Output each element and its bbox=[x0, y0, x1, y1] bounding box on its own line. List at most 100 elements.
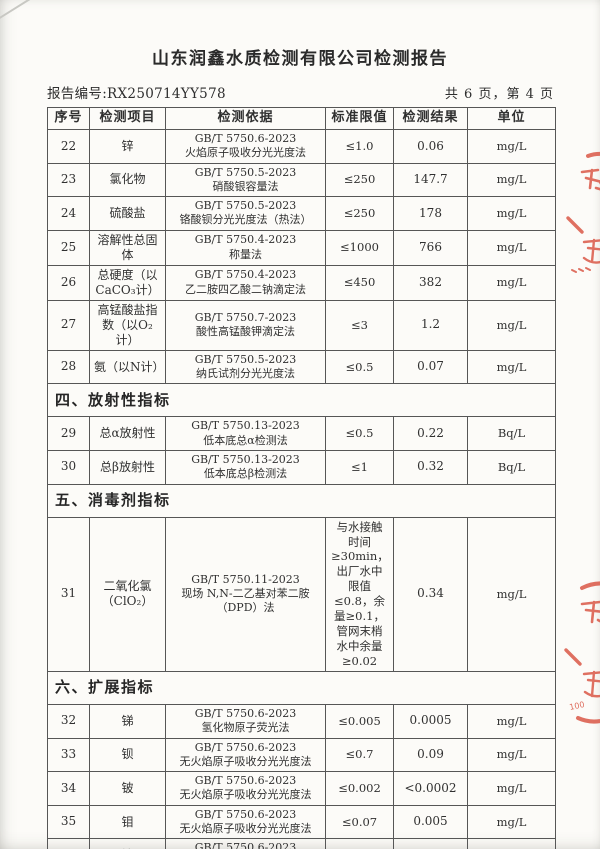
cell-limit: ≤1 bbox=[325, 449, 394, 485]
cell-basis: GB/T 5750.13-2023 低本底总β检测法 bbox=[165, 449, 326, 485]
results-table-header: 序号 检测项目 检测依据 标准限值 检测结果 单位 bbox=[47, 107, 556, 130]
cell-result: <0.005 bbox=[393, 838, 468, 849]
report-number: 报告编号:RX250714YY578 bbox=[47, 86, 226, 102]
cell-limit: ≤0.07 bbox=[325, 804, 394, 840]
header-row: 序号 检测项目 检测依据 标准限值 检测结果 单位 bbox=[47, 107, 556, 130]
cell-limit: ≤0.002 bbox=[325, 771, 394, 806]
cell-item: 硫酸盐 bbox=[89, 196, 166, 231]
cell-result: 147.7 bbox=[393, 162, 468, 198]
cell-result: 0.32 bbox=[393, 449, 468, 485]
cell-no: 28 bbox=[47, 349, 90, 385]
column-header-result: 检测结果 bbox=[393, 107, 468, 130]
table-row: 28 氨（以N计） GB/T 5750.5-2023 纳氏试剂分光光度法 ≤0.5 0.… bbox=[47, 349, 556, 385]
table-row: 27 高锰酸盐指数（以O₂计） GB/T 5750.7-2023 酸性高锰酸钾滴定法… bbox=[47, 299, 556, 351]
cell-item: 氨（以N计） bbox=[89, 349, 166, 385]
table-row: 26 总硬度（以CaCO₃计） GB/T 5750.4-2023 乙二胺四乙酸二钠滴… bbox=[47, 264, 556, 301]
cell-unit: mg/L bbox=[467, 299, 556, 351]
cell-item: 锑 bbox=[89, 703, 166, 739]
column-header-item: 检测项目 bbox=[89, 107, 166, 130]
cell-basis: GB/T 5750.4-2023 称量法 bbox=[165, 229, 326, 266]
cell-no: 29 bbox=[47, 416, 90, 451]
table-row: 23 氯化物 GB/T 5750.5-2023 硝酸银容量法 ≤250 147.7 mg/… bbox=[47, 162, 556, 198]
table-row: 31 二氧化氯（ClO₂） GB/T 5750.11-2023 现场 N,N-二乙基… bbox=[47, 516, 556, 672]
table-row: 29 总α放射性 GB/T 5750.13-2023 低本底总α检测法 ≤0.5 0.2… bbox=[47, 416, 556, 451]
cell-basis: GB/T 5750.6-2023 氢化物原子荧光法 bbox=[165, 703, 326, 739]
cell-no: 33 bbox=[47, 737, 90, 773]
cell-no: 23 bbox=[47, 162, 90, 198]
red-seal-fragment-bottom-icon: 100 bbox=[552, 576, 600, 726]
cell-item: 高锰酸盐指数（以O₂计） bbox=[89, 299, 166, 351]
cell-limit: ≤3 bbox=[325, 299, 394, 351]
cell-result: 0.07 bbox=[393, 349, 468, 385]
cell-basis: GB/T 5750.6-2023 无火焰原子吸收分光光度法 bbox=[165, 771, 326, 806]
cell-basis: GB/T 5750.6-2023 无火焰原子吸收分光光度法 bbox=[165, 737, 326, 773]
cell-basis: GB/T 5750.6-2023 无火焰原子吸收分光光度法 bbox=[165, 804, 326, 840]
page-title: 山东润鑫水质检测有限公司检测报告 bbox=[152, 49, 448, 69]
cell-result: 0.22 bbox=[393, 416, 468, 451]
section-title: 五、消毒剂指标 bbox=[47, 483, 556, 518]
cell-result: <0.0002 bbox=[393, 771, 468, 806]
cell-no: 26 bbox=[47, 264, 90, 301]
scan-artifact bbox=[0, 0, 32, 21]
section-title: 四、放射性指标 bbox=[47, 383, 556, 418]
cell-result: 766 bbox=[393, 229, 468, 266]
table-row: 35 钼 GB/T 5750.6-2023 无火焰原子吸收分光光度法 ≤0.07 0.0… bbox=[47, 804, 556, 840]
table-row: 36镍GB/T 5750.6-2023 无火焰原子吸收分光光度法≤0.02<0.… bbox=[47, 838, 556, 849]
table-row: 25 溶解性总固体 GB/T 5750.4-2023 称量法 ≤1000 766 mg/L bbox=[47, 229, 556, 266]
cell-unit: mg/L bbox=[467, 703, 556, 739]
cell-unit: mg/L bbox=[467, 264, 556, 301]
column-header-basis: 检测依据 bbox=[165, 107, 326, 130]
table-row: 34 铍 GB/T 5750.6-2023 无火焰原子吸收分光光度法 ≤0.002 <0… bbox=[47, 771, 556, 806]
cell-no: 25 bbox=[47, 229, 90, 266]
cell-result: 0.06 bbox=[393, 129, 468, 164]
cell-limit: ≤0.02 bbox=[325, 838, 394, 849]
cell-limit: ≤250 bbox=[325, 196, 394, 231]
cell-limit: ≤0.5 bbox=[325, 416, 394, 451]
cell-basis: GB/T 5750.6-2023 火焰原子吸收分光光度法 bbox=[165, 129, 326, 164]
cell-result: 0.09 bbox=[393, 737, 468, 773]
cell-result: 1.2 bbox=[393, 299, 468, 351]
cell-basis: GB/T 5750.5-2023 硝酸银容量法 bbox=[165, 162, 326, 198]
cell-limit: ≤0.7 bbox=[325, 737, 394, 773]
cell-unit: mg/L bbox=[467, 196, 556, 231]
cell-basis: GB/T 5750.6-2023 无火焰原子吸收分光光度法 bbox=[165, 838, 326, 849]
cell-unit: mg/L bbox=[467, 838, 556, 849]
results-table: 序号 检测项目 检测依据 标准限值 检测结果 单位 22 锌 GB/T 5750.6… bbox=[47, 107, 556, 849]
cell-result: 0.34 bbox=[393, 516, 468, 672]
cell-item: 镍 bbox=[89, 838, 166, 849]
cell-item: 氯化物 bbox=[89, 162, 166, 198]
table-row: 33 钡 GB/T 5750.6-2023 无火焰原子吸收分光光度法 ≤0.7 0.09… bbox=[47, 737, 556, 773]
cell-result: 178 bbox=[393, 196, 468, 231]
cell-unit: mg/L bbox=[467, 129, 556, 164]
cell-unit: mg/L bbox=[467, 516, 556, 672]
cell-unit: Bq/L bbox=[467, 416, 556, 451]
column-header-no: 序号 bbox=[47, 107, 90, 130]
results-table-body: 22 锌 GB/T 5750.6-2023 火焰原子吸收分光光度法 ≤1.0 0.06 m… bbox=[47, 129, 556, 849]
cell-unit: mg/L bbox=[467, 771, 556, 806]
cell-limit: ≤1000 bbox=[325, 229, 394, 266]
cell-result: 382 bbox=[393, 264, 468, 301]
table-row: 22 锌 GB/T 5750.6-2023 火焰原子吸收分光光度法 ≤1.0 0.06 m… bbox=[47, 129, 556, 164]
cell-no: 27 bbox=[47, 299, 90, 351]
cell-no: 34 bbox=[47, 771, 90, 806]
cell-limit: ≤450 bbox=[325, 264, 394, 301]
cell-unit: mg/L bbox=[467, 349, 556, 385]
cell-limit: ≤250 bbox=[325, 162, 394, 198]
page-count: 共 6 页，第 4 页 bbox=[444, 87, 554, 102]
cell-basis: GB/T 5750.4-2023 乙二胺四乙酸二钠滴定法 bbox=[165, 264, 326, 301]
cell-limit: ≤0.005 bbox=[325, 703, 394, 739]
cell-basis: GB/T 5750.13-2023 低本底总α检测法 bbox=[165, 416, 326, 451]
cell-no: 32 bbox=[47, 703, 90, 739]
cell-unit: mg/L bbox=[467, 229, 556, 266]
cell-result: 0.0005 bbox=[393, 703, 468, 739]
cell-limit: ≤0.5 bbox=[325, 349, 394, 385]
cell-item: 总β放射性 bbox=[89, 449, 166, 485]
cell-item: 溶解性总固体 bbox=[89, 229, 166, 266]
cell-no: 36 bbox=[47, 838, 90, 849]
cell-limit: ≤1.0 bbox=[325, 129, 394, 164]
cell-basis: GB/T 5750.11-2023 现场 N,N-二乙基对苯二胺 （DPD）法 bbox=[165, 516, 326, 672]
section-row: 四、放射性指标 bbox=[47, 383, 556, 418]
cell-item: 总α放射性 bbox=[89, 416, 166, 451]
cell-item: 二氧化氯（ClO₂） bbox=[89, 516, 166, 672]
